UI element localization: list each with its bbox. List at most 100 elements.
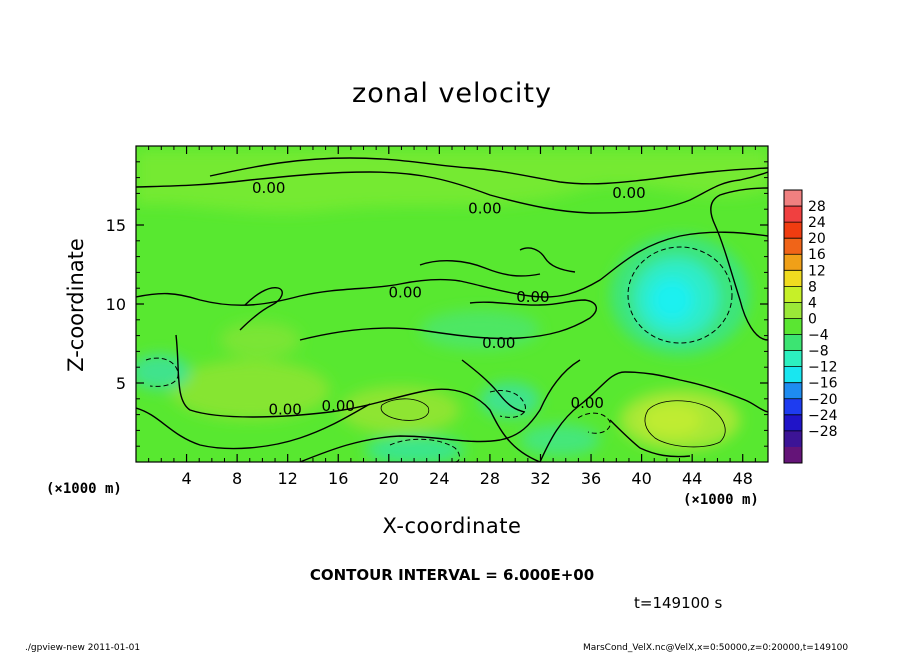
- colorbar-segment: [784, 302, 802, 319]
- colorbar-label: 20: [808, 231, 826, 247]
- contour-mid-loop: [299, 299, 597, 341]
- colorbar-label: −4: [808, 328, 829, 344]
- footer-left: ./gpview-new 2011-01-01: [25, 643, 141, 653]
- contour-neg-low-3: [389, 438, 460, 462]
- colorbar-segment: [784, 414, 802, 432]
- contour-label: 0.00: [482, 334, 515, 352]
- field-patch-pos-center: [340, 386, 460, 434]
- field-patch-pos-right-core: [642, 404, 702, 436]
- colorbar-label: −16: [808, 376, 838, 392]
- contour-dashed: [145, 246, 733, 462]
- y-axis-label-text: Z-coordinate: [64, 238, 88, 372]
- field-patch-pos-lowleft: [170, 360, 330, 420]
- contour-right-vert: [710, 187, 768, 341]
- x-tick-label: 8: [232, 469, 242, 488]
- contour-label: 0.00: [516, 288, 549, 306]
- contour-top-b: [209, 157, 768, 185]
- field-patch-neg-low4: [520, 424, 600, 456]
- field-patch-neg-low1: [136, 354, 190, 390]
- y-axis: 5 10 15: [106, 161, 768, 447]
- colorbar-label: 24: [808, 215, 826, 231]
- contour-small-3: [519, 247, 576, 273]
- y-tick-label: 15: [106, 216, 126, 235]
- contour-lines: [136, 157, 768, 462]
- colorbar-segment: [784, 270, 802, 287]
- contour-neg-low-4: [577, 412, 611, 434]
- colorbar-segment: [784, 222, 802, 239]
- colorbar-segment: [784, 382, 802, 400]
- contour-small-1: [239, 287, 283, 331]
- x-tick-label: 24: [429, 469, 449, 488]
- field-patch-pos-mid: [220, 322, 300, 358]
- colorbar-segment: [784, 398, 802, 416]
- contour-label: 0.00: [468, 200, 501, 218]
- x-unit-right: (×1000 m): [683, 492, 759, 508]
- contour-small-2: [419, 260, 541, 277]
- field-patch-neg-low2: [480, 382, 540, 418]
- time-label: t=149100 s: [634, 594, 723, 612]
- x-tick-label: 28: [480, 469, 500, 488]
- contour-small-5: [609, 419, 691, 458]
- contour-pos-right: [644, 400, 726, 448]
- contour-labels: 0.00 0.00 0.00 0.00 0.00 0.00 0.00 0.00 0.00: [252, 179, 646, 418]
- contour-label: 0.00: [268, 400, 301, 418]
- x-tick-label: 36: [581, 469, 601, 488]
- colorbar-label: −28: [808, 424, 838, 440]
- colorbar-label: −24: [808, 408, 838, 424]
- contour-lower-3: [299, 359, 581, 462]
- x-axis: 4 8 12 16 20 24 28 32 36 40 44 48: [148, 146, 756, 488]
- colorbar-label: 4: [808, 295, 817, 311]
- colorbar-label: −8: [808, 344, 829, 360]
- x-tick-label: 20: [379, 469, 399, 488]
- colorbar-segment: [784, 366, 802, 384]
- x-unit-left: (×1000 m): [46, 481, 122, 497]
- contour-small-4: [461, 359, 526, 413]
- x-axis-label: X-coordinate: [382, 514, 522, 538]
- colorbar-label: −12: [808, 360, 838, 376]
- field-patch-upper: [136, 150, 768, 213]
- contour-label: 0.00: [252, 179, 285, 197]
- colorbar-label: 28: [808, 199, 826, 215]
- contour-neg-right: [627, 246, 733, 344]
- colorbar-segment: [784, 334, 802, 352]
- colorbar-segment: [784, 238, 802, 255]
- x-tick-label: 48: [733, 469, 753, 488]
- footer-right: MarsCond_VelX.nc@VelX,x=0:50000,z=0:2000…: [583, 643, 849, 653]
- contour-label: 0.00: [612, 184, 645, 202]
- contour-label: 0.00: [571, 394, 604, 412]
- contour-label: 0.00: [389, 283, 422, 301]
- contour-interval: CONTOUR INTERVAL = 6.000E+00: [309, 566, 595, 584]
- colorbar-segment: [784, 430, 802, 448]
- contour-neg-low-1: [145, 357, 179, 387]
- colorbar-frame: [783, 189, 803, 464]
- colorbar-label: 16: [808, 247, 826, 263]
- x-tick-label: 16: [328, 469, 348, 488]
- y-tick-label: 5: [116, 374, 126, 393]
- contour-label: 0.00: [322, 397, 355, 415]
- field-patch-neg-right-center: [650, 278, 694, 322]
- field-patch-neg-mid: [420, 310, 540, 350]
- colorbar-label: 12: [808, 263, 826, 279]
- colorbar-segment: [784, 190, 802, 207]
- contour-lower-right: [539, 371, 768, 462]
- colorbar-segment: [784, 350, 802, 368]
- contour-lower-1: [175, 334, 541, 462]
- contour-main-mid: [136, 231, 768, 306]
- colorbar-label: −20: [808, 392, 838, 408]
- contour-neg-low-2: [489, 390, 526, 418]
- colorbar-segment: [784, 286, 802, 303]
- x-tick-label: 44: [682, 469, 702, 488]
- x-tick-label: 40: [631, 469, 651, 488]
- contour-top-a: [136, 171, 768, 214]
- colorbar-segment: [784, 446, 802, 464]
- contour-pos-center: [380, 398, 430, 421]
- chart-title: zonal velocity: [352, 78, 552, 109]
- x-tick-label: 32: [530, 469, 550, 488]
- contour-lower-2: [136, 403, 371, 450]
- colorbar-label: 8: [808, 279, 817, 295]
- x-tick-label: 12: [278, 469, 298, 488]
- colorbar-segment: [784, 318, 802, 336]
